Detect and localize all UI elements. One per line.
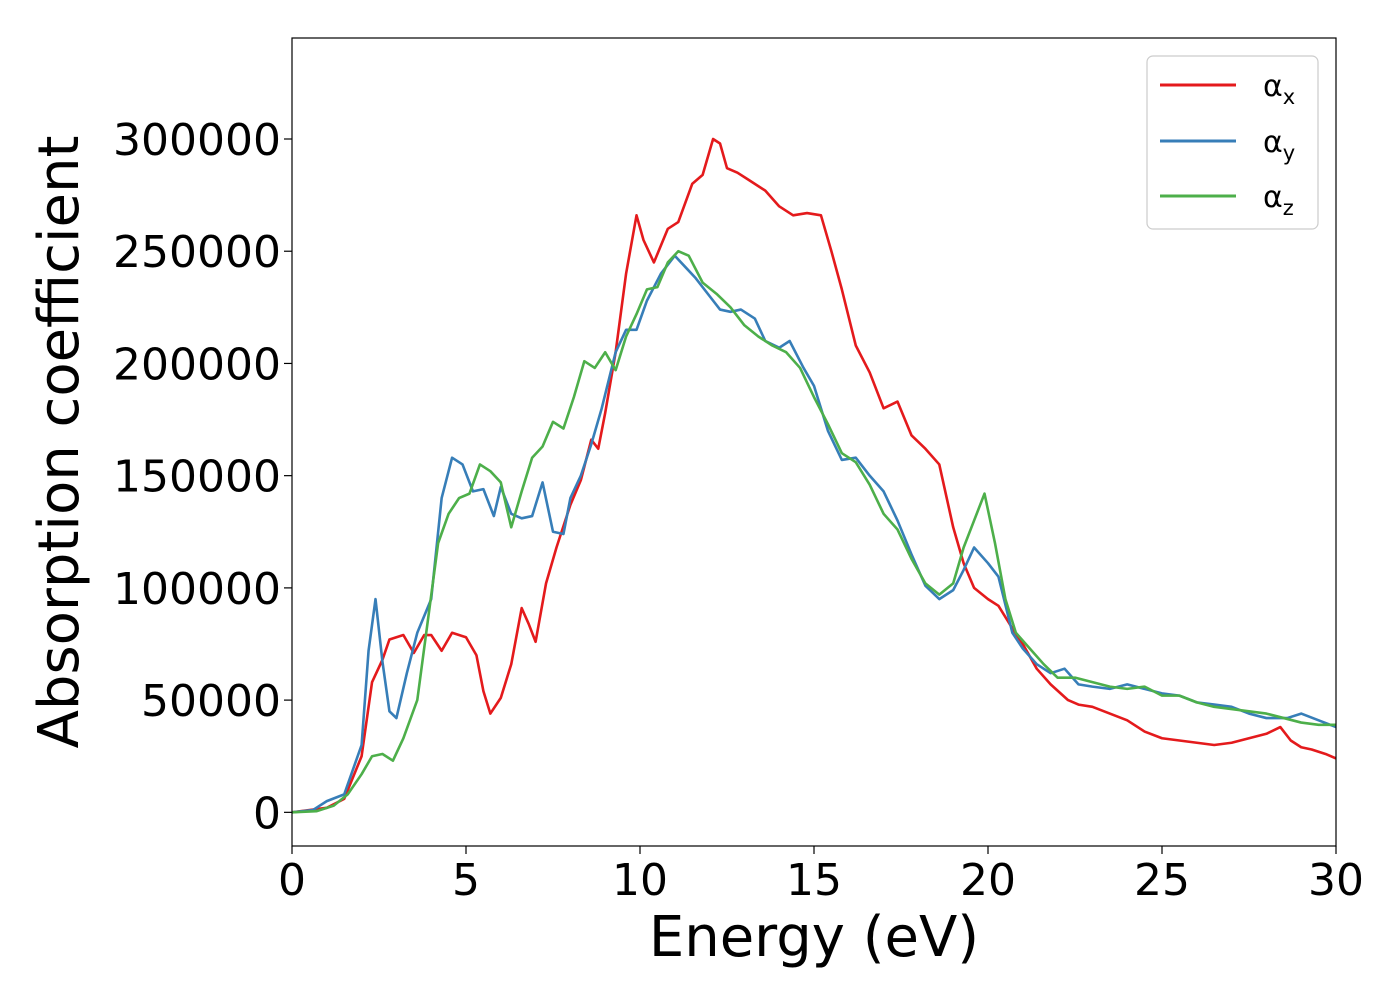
legend-label-alpha-y: αy (1263, 125, 1295, 165)
x-tick-label: 5 (452, 855, 480, 906)
x-tick-label: 20 (960, 855, 1016, 906)
x-tick-label: 0 (278, 855, 306, 906)
series-layer (292, 137, 1336, 814)
series-line-alpha_z (292, 249, 1336, 814)
y-tick-label: 250000 (113, 227, 281, 278)
y-tick-label: 50000 (141, 676, 281, 727)
y-tick-label: 300000 (113, 115, 281, 166)
legend-label-alpha-z-symbol: α (1263, 180, 1283, 215)
legend-label-alpha-y-symbol: α (1263, 125, 1283, 160)
legend-label-alpha-x-subscript: x (1283, 85, 1295, 109)
legend-label-alpha-y-subscript: y (1283, 141, 1295, 165)
y-tick-label: 0 (253, 788, 281, 839)
x-tick-label: 15 (786, 855, 842, 906)
series-line-alpha_y (292, 254, 1336, 814)
x-axis-ticks: 0 5 10 15 20 25 30 (278, 846, 1364, 906)
y-axis-ticks: 0 50000 100000 150000 200000 250000 300000 (113, 115, 292, 839)
legend-label-alpha-z: αz (1263, 180, 1294, 220)
legend: αx αy αz (1146, 55, 1319, 230)
x-tick-label: 30 (1308, 855, 1364, 906)
x-axis-label: Energy (eV) (649, 905, 979, 970)
legend-label-alpha-x-symbol: α (1263, 69, 1283, 104)
series-line-alpha_x (292, 137, 1336, 814)
x-tick-label: 25 (1134, 855, 1190, 906)
y-tick-label: 100000 (113, 564, 281, 615)
y-tick-label: 200000 (113, 339, 281, 390)
y-axis-label: Absorption coefficient (27, 136, 92, 749)
legend-label-alpha-x: αx (1263, 69, 1295, 109)
legend-label-alpha-z-subscript: z (1283, 196, 1294, 220)
y-tick-label: 150000 (113, 452, 281, 503)
x-tick-label: 10 (612, 855, 668, 906)
